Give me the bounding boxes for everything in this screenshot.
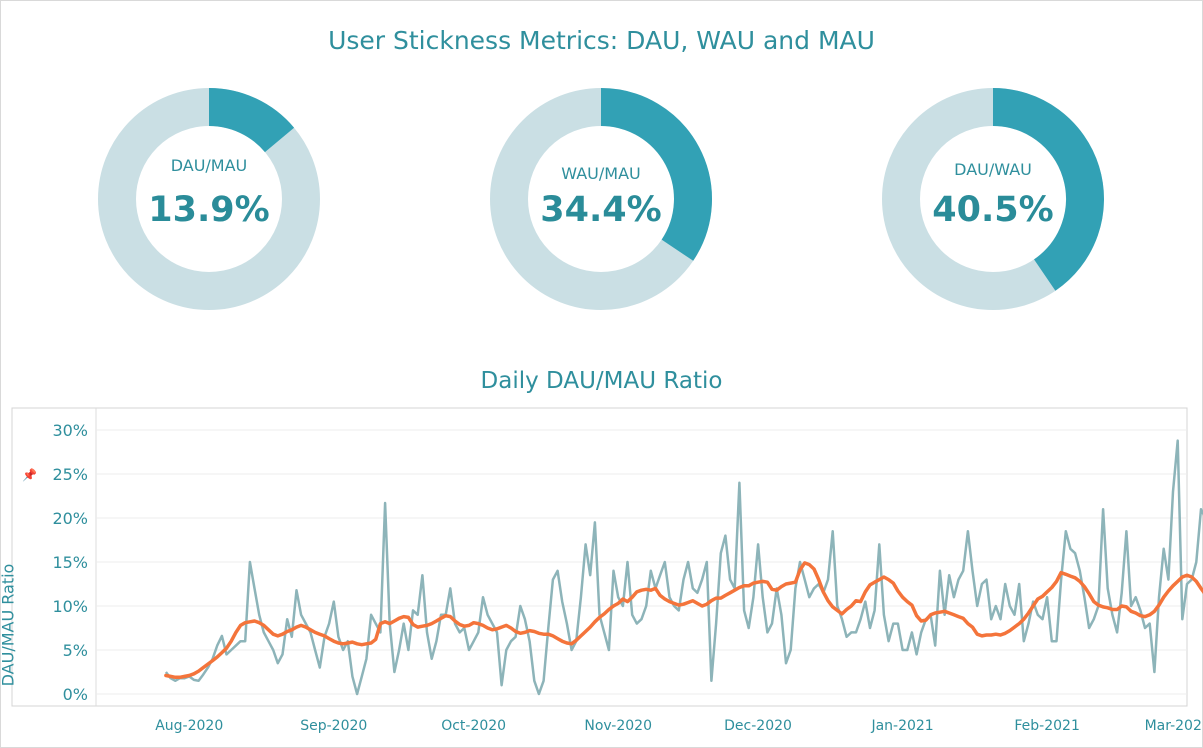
chart-border — [11, 407, 1188, 707]
donut-value-arc[interactable] — [208, 88, 295, 153]
x-tick-labels: Aug-2020 Sep-2020 Oct-2020 Nov-2020 Dec-2020… — [155, 718, 1203, 734]
donut-dau-wau[interactable]: DAU/WAU 40.5% — [878, 84, 1108, 314]
x-tick-label: Dec-2020 — [724, 718, 792, 734]
donut-label: WAU/MAU — [561, 164, 641, 183]
line-chart-title: Daily DAU/MAU Ratio — [480, 368, 723, 394]
chart-gridlines — [96, 429, 1187, 695]
y-tick-label: 10% — [52, 597, 88, 616]
y-tick-label: 5% — [63, 641, 88, 660]
donut-chart-svg — [490, 88, 712, 310]
y-axis-label: DAU/MAU Ratio — [0, 563, 18, 687]
y-tick-label: 20% — [52, 509, 88, 528]
dashboard-title: User Stickness Metrics: DAU, WAU and MAU — [328, 26, 875, 55]
y-tick-label: 30% — [52, 421, 88, 440]
donut-label: DAU/MAU — [170, 156, 248, 175]
donut-value: 40.5% — [932, 190, 1054, 230]
donut-value: 34.4% — [540, 190, 662, 230]
y-tick-label: 15% — [52, 553, 88, 572]
x-tick-label: Oct-2020 — [441, 718, 506, 734]
y-tick-labels: 0% 5% 10% 15% 20% 25% 30% — [52, 421, 88, 704]
x-tick-label: Aug-2020 — [155, 718, 223, 734]
x-tick-label: Feb-2021 — [1014, 718, 1079, 734]
donut-wau-mau[interactable]: WAU/MAU 34.4% — [486, 84, 716, 314]
x-tick-label: Mar-2021 — [1145, 718, 1203, 734]
donut-value-arc[interactable] — [600, 88, 712, 261]
y-tick-label: 25% — [52, 465, 88, 484]
daily-ratio-line-chart[interactable]: 0% 5% 10% 15% 20% 25% 30% Aug-2020 Sep-2020 Oct-… — [0, 400, 1203, 748]
donut-value: 13.9% — [148, 190, 270, 230]
x-tick-label: Jan-2021 — [870, 718, 933, 734]
x-tick-label: Sep-2020 — [300, 718, 367, 734]
y-tick-label: 0% — [63, 685, 88, 704]
pin-icon[interactable]: 📌 — [22, 468, 37, 482]
donut-chart-svg — [882, 88, 1104, 310]
series-moving-average-line[interactable] — [164, 561, 1203, 680]
donut-value-arc[interactable] — [992, 88, 1104, 291]
series-daily-ratio-line[interactable] — [164, 439, 1203, 696]
x-tick-label: Nov-2020 — [584, 718, 652, 734]
donut-chart-svg — [98, 88, 320, 310]
donut-dau-mau[interactable]: DAU/MAU 13.9% — [94, 84, 324, 314]
donut-label: DAU/WAU — [954, 160, 1032, 179]
